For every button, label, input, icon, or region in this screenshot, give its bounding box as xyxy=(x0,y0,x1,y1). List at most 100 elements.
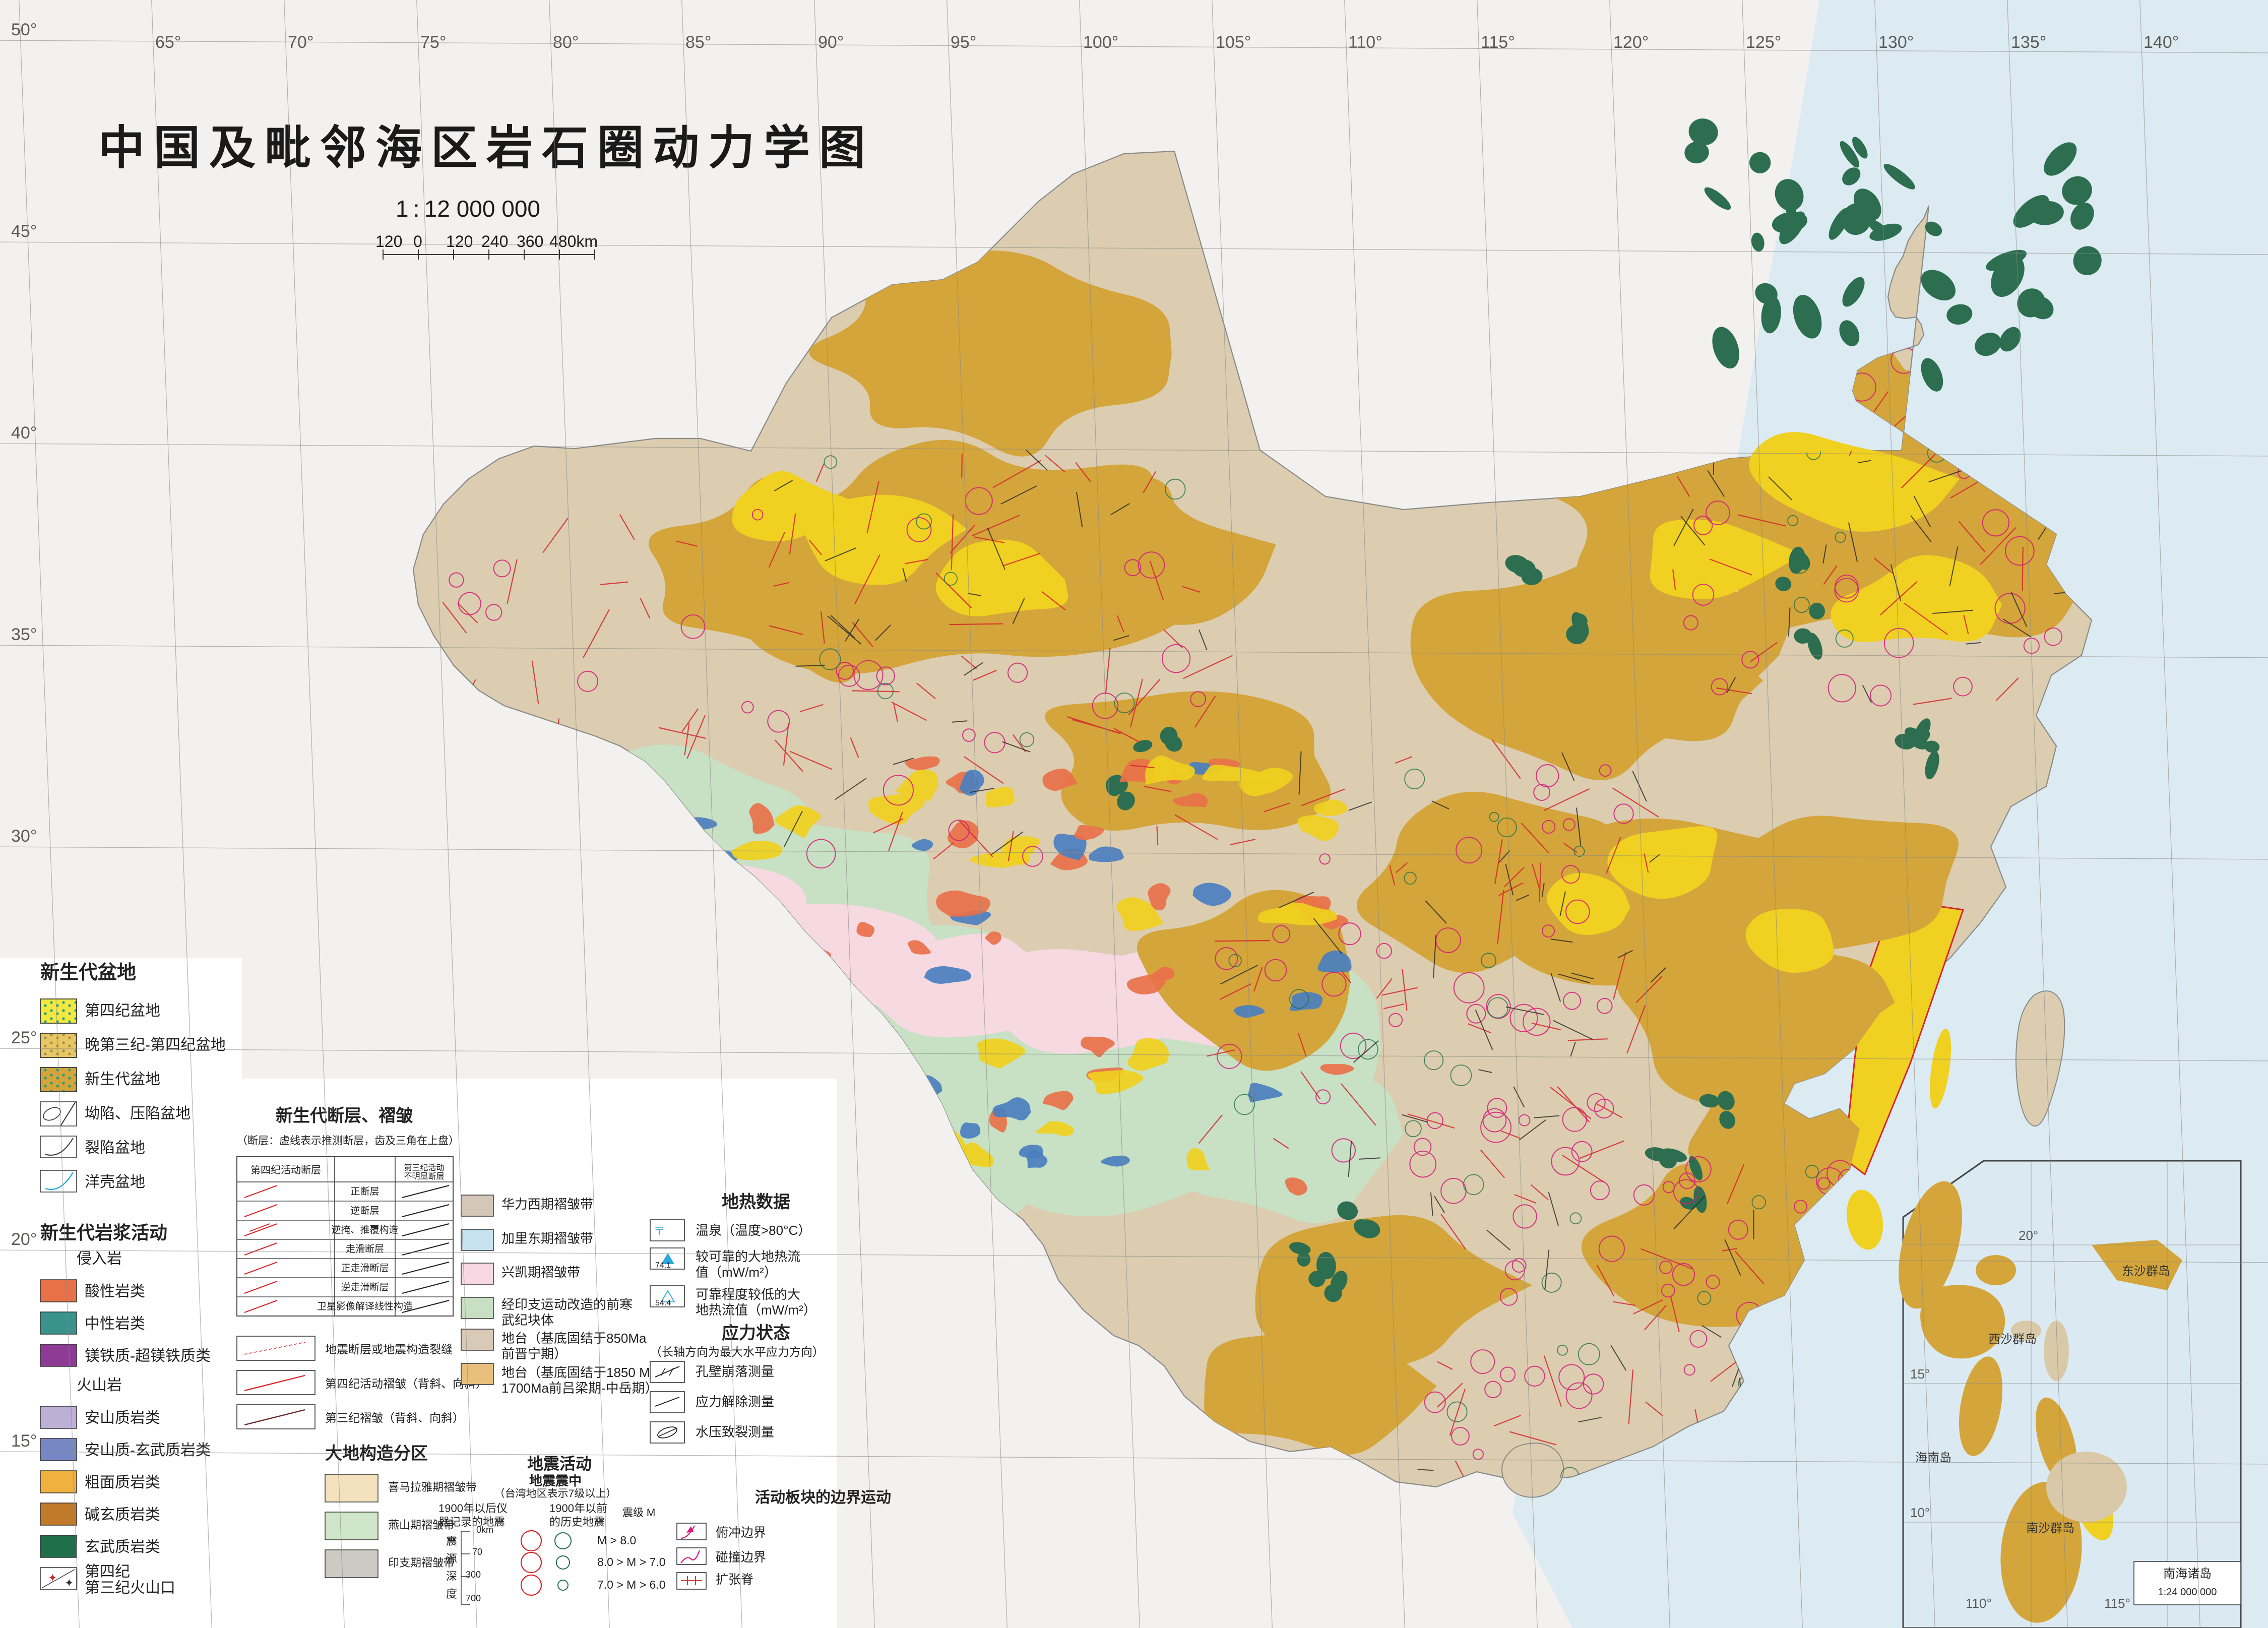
svg-text:南海诸岛: 南海诸岛 xyxy=(2163,1567,2212,1581)
svg-text:95°: 95° xyxy=(951,33,976,52)
svg-text:20°: 20° xyxy=(11,1230,37,1249)
svg-text:第三纪褶皱（背斜、向斜）: 第三纪褶皱（背斜、向斜） xyxy=(325,1411,464,1424)
svg-text:〒: 〒 xyxy=(654,1225,665,1237)
svg-text:新生代岩浆活动: 新生代岩浆活动 xyxy=(40,1222,167,1243)
svg-text:火山岩: 火山岩 xyxy=(77,1377,122,1394)
svg-text:50°: 50° xyxy=(11,20,37,39)
svg-text:应力状态: 应力状态 xyxy=(722,1324,790,1343)
svg-text:15°: 15° xyxy=(11,1431,37,1451)
svg-text:140°: 140° xyxy=(2144,33,2179,52)
svg-text:走滑断层: 走滑断层 xyxy=(346,1243,384,1255)
svg-text:源: 源 xyxy=(446,1552,457,1565)
svg-text:（台湾地区表示7级以上）: （台湾地区表示7级以上） xyxy=(494,1488,617,1499)
svg-text:东沙群岛: 东沙群岛 xyxy=(2122,1265,2170,1278)
svg-text:115°: 115° xyxy=(1481,33,1515,52)
svg-text:1900年以后仪: 1900年以后仪 xyxy=(438,1502,508,1515)
svg-text:喜马拉雅期褶皱带: 喜马拉雅期褶皱带 xyxy=(388,1481,477,1493)
svg-text:华力西期褶皱带: 华力西期褶皱带 xyxy=(501,1197,593,1212)
svg-text:度: 度 xyxy=(446,1588,457,1600)
svg-text:活动板块的边界运动: 活动板块的边界运动 xyxy=(755,1489,891,1506)
svg-text:新生代断层、褶皱: 新生代断层、褶皱 xyxy=(276,1106,413,1125)
svg-text:地震震中: 地震震中 xyxy=(529,1473,582,1488)
svg-text:安山质岩类: 安山质岩类 xyxy=(85,1410,160,1426)
svg-text:逆断层: 逆断层 xyxy=(350,1205,379,1216)
svg-text:第四纪活动断层: 第四纪活动断层 xyxy=(250,1164,321,1176)
svg-text:125°: 125° xyxy=(1746,33,1781,52)
svg-text:300: 300 xyxy=(466,1570,481,1580)
svg-text:130°: 130° xyxy=(1878,33,1914,52)
svg-text:10°: 10° xyxy=(1910,1505,1930,1520)
svg-text:震: 震 xyxy=(446,1535,457,1547)
svg-text:地震断层或地震构造裂缝: 地震断层或地震构造裂缝 xyxy=(325,1343,453,1356)
svg-text:粗面质岩类: 粗面质岩类 xyxy=(85,1474,160,1491)
svg-text:54.4: 54.4 xyxy=(655,1299,671,1307)
svg-text:地热流值（mW/m²）: 地热流值（mW/m²） xyxy=(696,1302,816,1318)
svg-text:晚第三纪-第四纪盆地: 晚第三纪-第四纪盆地 xyxy=(85,1037,226,1053)
svg-text:110°: 110° xyxy=(1966,1596,1992,1611)
svg-text:M > 8.0: M > 8.0 xyxy=(597,1534,636,1547)
svg-text:65°: 65° xyxy=(155,33,181,52)
svg-text:西沙群岛: 西沙群岛 xyxy=(1988,1333,2037,1346)
svg-text:100°: 100° xyxy=(1083,33,1118,52)
svg-text:洋壳盆地: 洋壳盆地 xyxy=(85,1174,145,1191)
svg-text:40°: 40° xyxy=(11,423,37,443)
svg-text:1:24 000 000: 1:24 000 000 xyxy=(2158,1587,2217,1598)
svg-text:240: 240 xyxy=(481,232,508,251)
svg-text:器记录的地震: 器记录的地震 xyxy=(438,1516,505,1528)
svg-text:45°: 45° xyxy=(11,222,37,241)
svg-text:90°: 90° xyxy=(818,33,844,52)
svg-text:扩张脊: 扩张脊 xyxy=(716,1573,753,1587)
svg-text:15°: 15° xyxy=(1910,1366,1930,1382)
svg-text:坳陷、压陷盆地: 坳陷、压陷盆地 xyxy=(85,1105,191,1122)
svg-text:南沙群岛: 南沙群岛 xyxy=(2026,1522,2074,1535)
svg-text:深: 深 xyxy=(446,1570,457,1583)
svg-text:俯冲边界: 俯冲边界 xyxy=(716,1526,766,1540)
svg-text:中性岩类: 中性岩类 xyxy=(85,1316,145,1332)
svg-text:25°: 25° xyxy=(11,1028,37,1047)
svg-text:不明显断层: 不明显断层 xyxy=(404,1172,444,1181)
svg-text:逆掩、推覆构造: 逆掩、推覆构造 xyxy=(331,1224,398,1235)
svg-text:120: 120 xyxy=(375,232,402,251)
svg-text:35°: 35° xyxy=(11,625,37,644)
svg-text:（断层：虚线表示推测断层，齿及三角在上盘）: （断层：虚线表示推测断层，齿及三角在上盘） xyxy=(237,1135,459,1147)
svg-text:115°: 115° xyxy=(2104,1596,2130,1611)
svg-text:前晋宁期）: 前晋宁期） xyxy=(501,1346,567,1361)
svg-text:卫星影像解译线性构造: 卫星影像解译线性构造 xyxy=(317,1301,413,1312)
svg-text:480km: 480km xyxy=(549,232,598,251)
svg-text:较可靠的大地热流: 较可靠的大地热流 xyxy=(696,1249,800,1264)
svg-text:裂陷盆地: 裂陷盆地 xyxy=(85,1140,145,1156)
svg-text:1700Ma前吕梁期-中岳期）: 1700Ma前吕梁期-中岳期） xyxy=(501,1381,658,1396)
svg-text:20°: 20° xyxy=(2019,1228,2038,1243)
svg-text:75°: 75° xyxy=(420,33,446,52)
svg-text:安山质-玄武质岩类: 安山质-玄武质岩类 xyxy=(85,1442,211,1459)
svg-text:105°: 105° xyxy=(1216,33,1251,52)
svg-text:正断层: 正断层 xyxy=(350,1186,379,1197)
svg-text:地热数据: 地热数据 xyxy=(722,1193,790,1212)
svg-text:经印支运动改造的前寒: 经印支运动改造的前寒 xyxy=(501,1297,633,1312)
svg-text:✦: ✦ xyxy=(65,1577,74,1589)
svg-text:碰撞边界: 碰撞边界 xyxy=(716,1550,766,1564)
svg-text:震级 M: 震级 M xyxy=(622,1507,655,1519)
svg-text:的历史地震: 的历史地震 xyxy=(549,1516,605,1528)
svg-text:武纪块体: 武纪块体 xyxy=(501,1312,554,1328)
svg-text:110°: 110° xyxy=(1348,33,1382,52)
svg-text:酸性岩类: 酸性岩类 xyxy=(85,1283,145,1300)
svg-text:中国及毗邻海区岩石圈动力学图: 中国及毗邻海区岩石圈动力学图 xyxy=(98,122,874,174)
svg-text:第四纪盆地: 第四纪盆地 xyxy=(85,1003,160,1019)
svg-text:85°: 85° xyxy=(685,33,711,52)
svg-text:1900年以前: 1900年以前 xyxy=(549,1502,607,1515)
svg-text:0: 0 xyxy=(413,232,422,251)
svg-text:地震活动: 地震活动 xyxy=(527,1455,592,1473)
svg-text:温泉（温度>80°C）: 温泉（温度>80°C） xyxy=(696,1223,811,1238)
svg-text:应力解除测量: 应力解除测量 xyxy=(696,1394,774,1409)
svg-text:（长轴方向为最大水平应力方向）: （长轴方向为最大水平应力方向） xyxy=(650,1345,824,1358)
svg-text:兴凯期褶皱带: 兴凯期褶皱带 xyxy=(501,1265,580,1280)
svg-text:1 : 12 000 000: 1 : 12 000 000 xyxy=(396,196,540,222)
svg-text:74.1: 74.1 xyxy=(655,1261,671,1270)
svg-text:第三纪火山口: 第三纪火山口 xyxy=(85,1580,175,1596)
svg-text:新生代盆地: 新生代盆地 xyxy=(85,1071,160,1088)
svg-text:第四纪: 第四纪 xyxy=(85,1563,130,1580)
svg-text:80°: 80° xyxy=(553,33,579,52)
svg-text:逆走滑断层: 逆走滑断层 xyxy=(341,1282,389,1293)
svg-text:地台（基底固结于1850 Ma~: 地台（基底固结于1850 Ma~ xyxy=(501,1365,665,1380)
